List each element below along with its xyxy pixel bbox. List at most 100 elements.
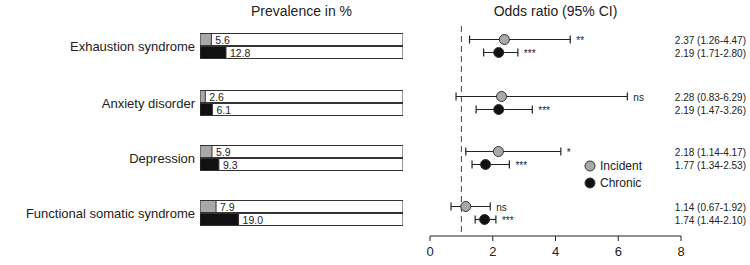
point bbox=[497, 92, 507, 102]
significance: * bbox=[567, 147, 571, 158]
ci-line bbox=[470, 39, 571, 40]
bar-background bbox=[200, 34, 403, 46]
data-label: 19.0 bbox=[243, 214, 264, 226]
x-tick bbox=[618, 236, 619, 241]
ci-cap bbox=[517, 49, 518, 57]
ci-cap bbox=[475, 216, 476, 224]
error-bar bbox=[456, 93, 627, 101]
panel-title: Odds ratio (95% CI) bbox=[494, 3, 618, 19]
significance: *** bbox=[524, 48, 536, 59]
legend-label: Incident bbox=[600, 159, 643, 173]
data-label: 12.8 bbox=[230, 47, 251, 59]
legend-marker bbox=[585, 178, 595, 188]
legend-marker bbox=[585, 161, 595, 171]
ci-line bbox=[456, 96, 627, 97]
category-label: Exhaustion syndrome bbox=[70, 39, 195, 54]
bar bbox=[200, 159, 219, 171]
value-label: 1.77 (1.34-2.53) bbox=[675, 160, 746, 171]
point bbox=[493, 147, 503, 157]
x-tick-label: 6 bbox=[615, 244, 622, 259]
x-tick bbox=[492, 236, 493, 241]
category-label: Anxiety disorder bbox=[102, 96, 196, 111]
annotations: ** 2.37 (1.26-4.47) *** 2.19 (1.71-2.80) ns 2… bbox=[496, 35, 746, 226]
error-bar bbox=[451, 203, 490, 211]
ci-cap bbox=[471, 161, 472, 169]
ci-cap bbox=[495, 216, 496, 224]
significance: *** bbox=[515, 160, 527, 171]
ci-cap bbox=[469, 36, 470, 44]
value-label: 1.74 (1.44-2.10) bbox=[675, 215, 746, 226]
point bbox=[461, 202, 471, 212]
bar-background bbox=[200, 47, 403, 59]
point bbox=[494, 48, 504, 58]
ci-cap bbox=[532, 106, 533, 114]
panel-title: Prevalence in % bbox=[251, 3, 352, 19]
x-tick-label: 0 bbox=[426, 244, 433, 259]
bar bbox=[200, 146, 212, 158]
data-label: 9.3 bbox=[223, 159, 238, 171]
category-label: Depression bbox=[129, 151, 195, 166]
plot-marks bbox=[451, 26, 627, 236]
data-label: 5.9 bbox=[216, 146, 231, 158]
data-label: 5.6 bbox=[215, 34, 230, 46]
bar bbox=[200, 47, 226, 59]
data-label: 2.6 bbox=[209, 91, 224, 103]
error-bar bbox=[470, 36, 571, 44]
value-label: 2.19 (1.47-3.26) bbox=[675, 105, 746, 116]
significance: ** bbox=[576, 35, 584, 46]
ci-line bbox=[466, 151, 561, 152]
bar bbox=[200, 34, 211, 46]
bar-background bbox=[200, 159, 403, 171]
ci-cap bbox=[490, 203, 491, 211]
x-tick bbox=[430, 236, 431, 241]
value-label: 2.19 (1.71-2.80) bbox=[675, 48, 746, 59]
significance: *** bbox=[502, 215, 514, 226]
value-label: 1.14 (0.67-1.92) bbox=[675, 202, 746, 213]
bar-labels: 5.612.8 2.66.1 5.99.3 7.9 19.0 bbox=[209, 34, 263, 226]
legend-label: Chronic bbox=[600, 176, 641, 190]
ci-cap bbox=[560, 148, 561, 156]
data-label: 7.9 bbox=[220, 201, 235, 213]
error-bar bbox=[476, 106, 532, 114]
significance: ns bbox=[633, 92, 644, 103]
ci-cap bbox=[450, 203, 451, 211]
x-tick-label: 4 bbox=[552, 244, 559, 259]
ci-cap bbox=[627, 93, 628, 101]
value-label: 2.37 (1.26-4.47) bbox=[675, 35, 746, 46]
ci-cap bbox=[476, 106, 477, 114]
category-label: Functional somatic syndrome bbox=[26, 206, 195, 221]
ci-cap bbox=[483, 49, 484, 57]
bar-background bbox=[200, 91, 403, 103]
point bbox=[494, 105, 504, 115]
x-tick-label: 8 bbox=[677, 244, 684, 259]
error-bar bbox=[472, 161, 509, 169]
x-tick bbox=[681, 236, 682, 241]
error-bar bbox=[466, 148, 561, 156]
error-bar bbox=[475, 216, 496, 224]
data-label: 6.1 bbox=[216, 104, 231, 116]
value-label: 2.28 (0.83-6.29) bbox=[675, 92, 746, 103]
bar bbox=[200, 214, 239, 226]
ci-cap bbox=[465, 148, 466, 156]
x-tick bbox=[555, 236, 556, 241]
x-tick-label: 2 bbox=[489, 244, 496, 259]
significance: *** bbox=[538, 105, 550, 116]
bars bbox=[200, 34, 403, 226]
ci-cap bbox=[509, 161, 510, 169]
point bbox=[499, 35, 509, 45]
bar-background bbox=[200, 146, 403, 158]
point bbox=[481, 160, 491, 170]
error-bar bbox=[484, 49, 518, 57]
bar-background bbox=[200, 104, 403, 116]
bar bbox=[200, 104, 212, 116]
ci-cap bbox=[570, 36, 571, 44]
legend: Incident Chronic bbox=[585, 159, 643, 190]
bar bbox=[200, 201, 216, 213]
point bbox=[480, 215, 490, 225]
significance: ns bbox=[496, 202, 507, 213]
ci-cap bbox=[455, 93, 456, 101]
value-label: 2.18 (1.14-4.17) bbox=[675, 147, 746, 158]
bar-background bbox=[200, 201, 403, 213]
bar-background bbox=[200, 214, 403, 226]
figure: Prevalence in % Exhaustion syndrome Anxiet… bbox=[0, 0, 750, 265]
